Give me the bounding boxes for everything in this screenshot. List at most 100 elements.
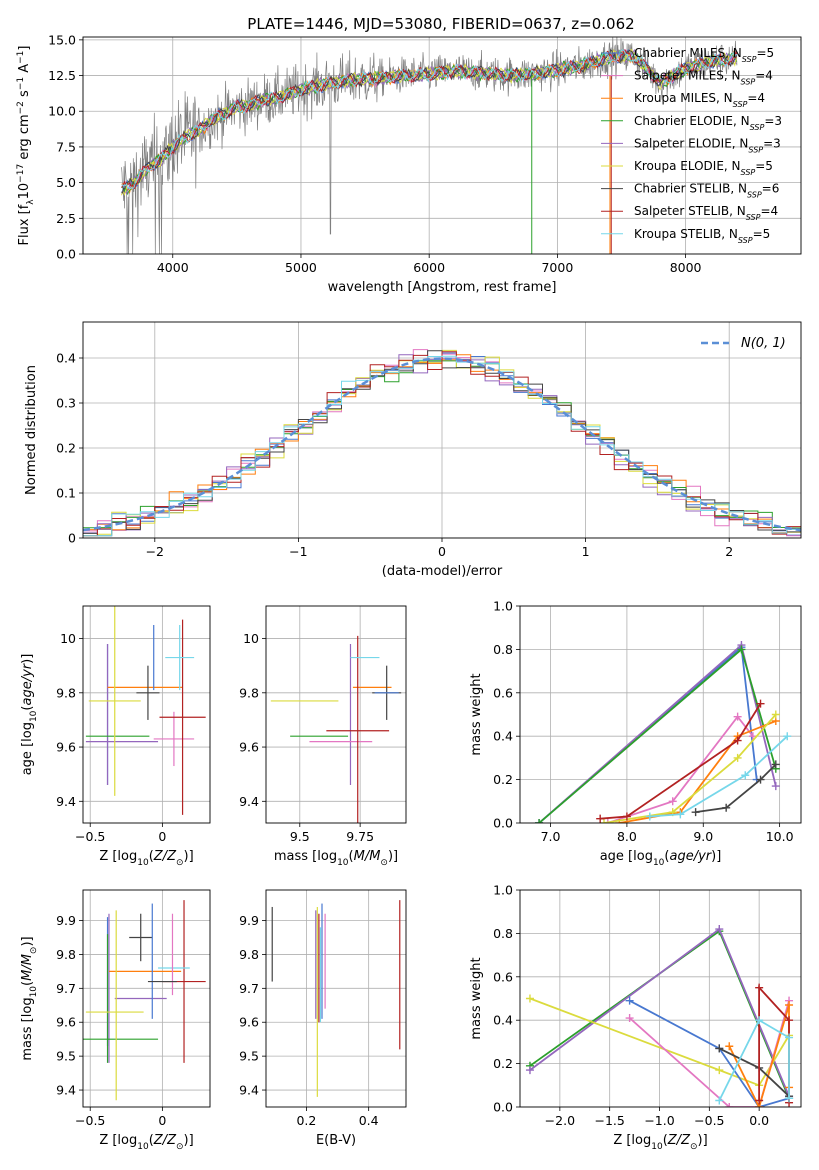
weight-marker: [771, 782, 780, 791]
panel-residuals: −2 −1 0 1 2 0 0.1 0.2 0.3 0.4 (data-model)/error No…: [24, 321, 802, 579]
weight-marker: [691, 808, 700, 817]
legend-label: Salpeter MILES, NSSP=4: [634, 69, 773, 87]
legend: N(0, 1): [701, 336, 786, 351]
tick-label-y: 10: [60, 631, 76, 646]
x-axis-label: Z [log10(Z/Z⊙)]: [99, 849, 193, 868]
legend-label: Kroupa STELIB, NSSP=5: [634, 227, 770, 245]
x-axis-label: age [log10(age/yr)]: [600, 849, 722, 868]
legend-label: Kroupa ELODIE, NSSP=5: [634, 159, 773, 177]
axes-frame: [519, 889, 802, 1108]
tick-label-x: 0: [438, 544, 446, 559]
x-axis-label: Z [log10(Z/Z⊙)]: [99, 1133, 193, 1152]
x-axis-label: (data-model)/error: [382, 564, 503, 579]
panel-weight_vs_Z: −2.0 −1.5 −1.0 −0.5 0.0 0.0 0.2 0.4 0.6 0.8 1.0 Z […: [469, 883, 802, 1152]
tick-label-y: 9.4: [239, 794, 259, 809]
tick-label-y: 0.6: [493, 685, 513, 700]
ticks: −2 −1 0 1 2 0 0.1 0.2 0.3 0.4: [56, 351, 733, 560]
ticks: −2.0 −1.5 −1.0 −0.5 0.0 0.0 0.2 0.4 0.6 0.8 1.0: [493, 883, 769, 1129]
weight-marker: [771, 710, 780, 719]
y-axis-label: mass weight: [469, 673, 484, 755]
tick-label-y: 9.8: [239, 685, 259, 700]
x-axis-label: E(B-V): [316, 1133, 356, 1148]
weight-line: [695, 763, 777, 813]
axes-frame: [265, 889, 407, 1108]
tick-label-y: 9.7: [239, 981, 259, 996]
axes-frame: [265, 605, 407, 824]
ticks: 4000 5000 6000 7000 8000 0.0 2.5 5.0 7.5 10.0 12.5…: [48, 32, 701, 275]
tick-label-y: 9.8: [239, 947, 259, 962]
panel-weight_vs_age: 7.0 8.0 9.0 10.0 0.0 0.2 0.4 0.6 0.8 1.0 age [log1…: [469, 599, 802, 868]
weight-marker: [756, 775, 765, 784]
weight-marker: [785, 1094, 794, 1103]
y-axis-label: Flux [fλ10−17 erg cm−2 s−1 A−1]: [16, 46, 36, 246]
tick-label-y: 9.6: [56, 1015, 76, 1030]
weight-marker: [755, 1016, 764, 1025]
tick-label-y: 0.4: [493, 729, 513, 744]
weight-line: [718, 1018, 790, 1101]
tick-label-y: 9.5: [56, 1049, 76, 1064]
ticks: 9.5 9.75 9.4 9.6 9.8 10: [239, 631, 374, 844]
x-axis-label: Z [log10(Z/Z⊙)]: [613, 1133, 707, 1152]
axes-frame: [82, 36, 802, 255]
spectrum-model-line: [121, 49, 738, 190]
axes-frame: [82, 605, 211, 824]
weight-marker: [733, 736, 742, 745]
grid: [83, 606, 210, 823]
tick-label-y: 0.2: [56, 441, 76, 456]
plot-area: [83, 890, 210, 1107]
weight-marker: [783, 732, 792, 741]
tick-label-x: 5000: [285, 260, 317, 275]
legend-label: Chabrier STELIB, NSSP=6: [634, 182, 779, 200]
tick-label-x: 7.0: [541, 829, 561, 844]
weight-marker: [755, 983, 764, 992]
tick-label-x: −2.0: [545, 1113, 575, 1128]
tick-label-y: 0.8: [493, 642, 513, 657]
tick-label-x: 8000: [670, 260, 702, 275]
grid: [520, 890, 801, 1107]
weight-marker: [722, 803, 731, 812]
plot-area: [520, 606, 801, 823]
tick-label-y: 0.1: [56, 486, 76, 501]
tick-label-y: 0.4: [493, 1013, 513, 1028]
y-axis-label: Normed distribution: [24, 365, 39, 495]
chart-panels: 4000 5000 6000 7000 80000.02.55.07.510.012.5…: [16, 32, 802, 1152]
weight-marker: [785, 1016, 794, 1025]
weight-marker: [525, 1066, 534, 1075]
weight-marker: [785, 1033, 794, 1042]
weight-marker: [625, 996, 634, 1005]
tick-label-y: 0.2: [493, 1056, 513, 1071]
tick-label-x: 9.0: [693, 829, 713, 844]
y-axis-label: mass weight: [469, 957, 484, 1039]
tick-label-y: 9.6: [56, 740, 76, 755]
weight-marker: [733, 712, 742, 721]
tick-label-y: 9.7: [56, 981, 76, 996]
legend-label: Salpeter STELIB, NSSP=4: [634, 204, 778, 222]
legend-label: Chabrier ELODIE, NSSP=3: [634, 114, 782, 132]
tick-label-y: 0.0: [493, 816, 513, 831]
tick-label-x: 6000: [413, 260, 445, 275]
tick-label-x: 9.75: [346, 829, 374, 844]
tick-label-x: 4000: [157, 260, 189, 275]
spectrum-model-line: [121, 48, 738, 193]
tick-label-y: 12.5: [48, 68, 76, 83]
weight-marker: [625, 1014, 634, 1023]
weight-marker: [725, 1103, 734, 1107]
tick-label-x: 8.0: [617, 829, 637, 844]
weight-marker: [668, 797, 677, 806]
legend-label: N(0, 1): [741, 336, 786, 351]
panel-spectrum: 4000 5000 6000 7000 8000 0.0 2.5 5.0 7.5 10.0 12.5…: [16, 32, 802, 295]
plot-area: [83, 606, 210, 823]
tick-label-x: 10.0: [766, 829, 794, 844]
plot-area: [83, 322, 801, 538]
legend-label: Chabrier MILES, NSSP=5: [634, 46, 774, 64]
weight-marker: [596, 814, 605, 823]
tick-label-x: 9.5: [290, 829, 310, 844]
weight-line: [603, 713, 777, 823]
weight-line: [600, 703, 762, 820]
tick-label-x: −0.5: [75, 1113, 105, 1128]
tick-label-y: 0.4: [56, 351, 76, 366]
weight-marker: [755, 1096, 764, 1105]
weight-marker: [622, 812, 631, 821]
tick-label-x: 0.2: [296, 1113, 316, 1128]
